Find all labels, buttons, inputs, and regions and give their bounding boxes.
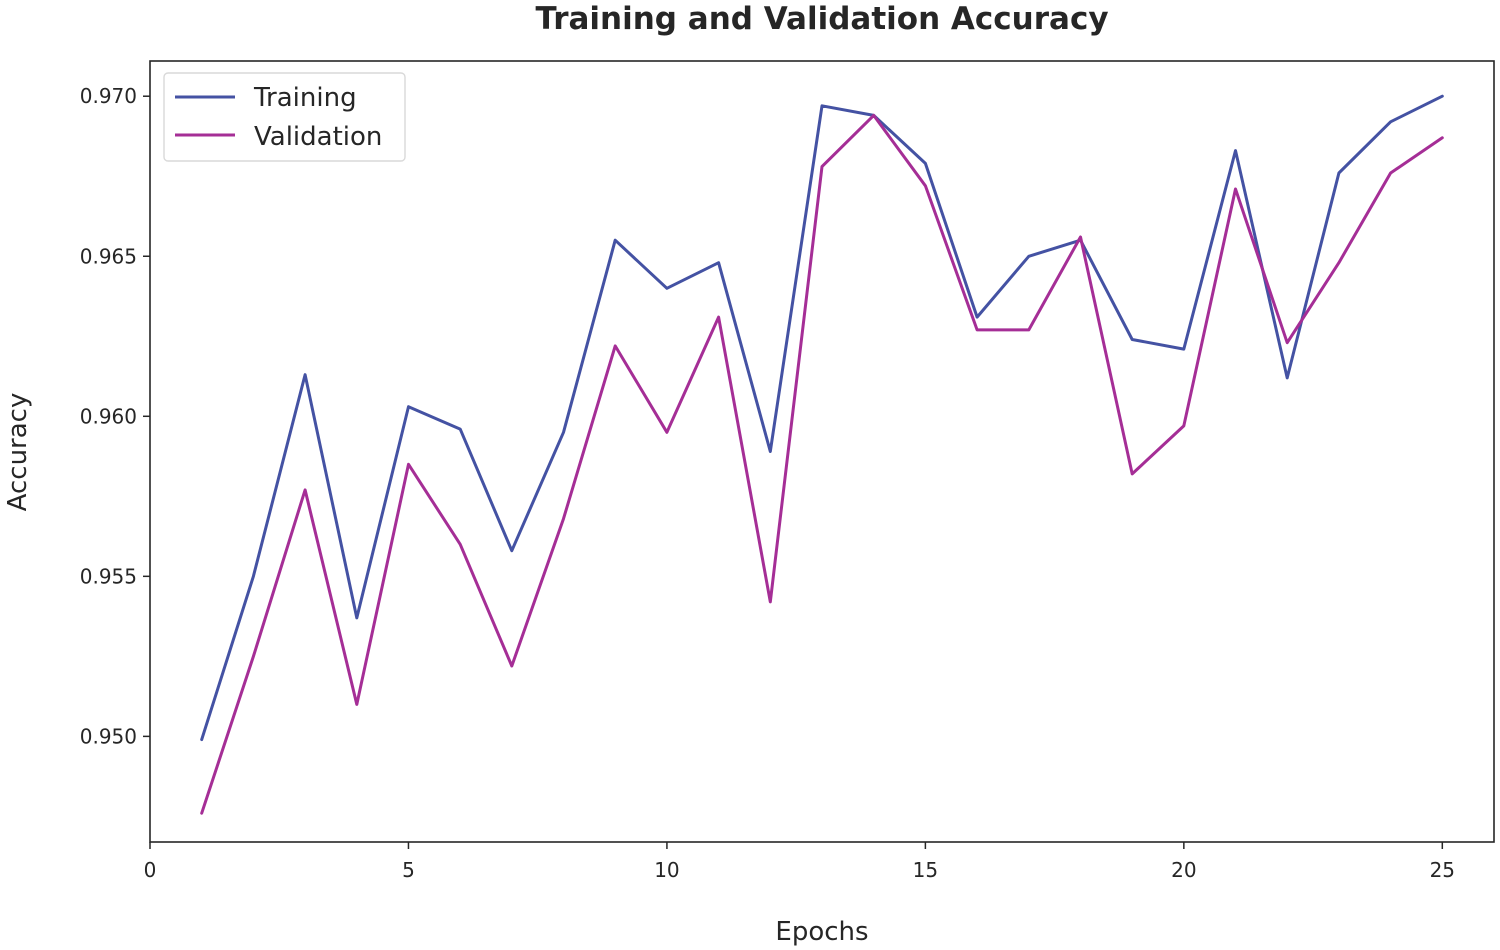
chart-title: Training and Validation Accuracy <box>535 1 1108 37</box>
x-tick-label: 15 <box>913 858 938 882</box>
legend-box <box>163 72 406 162</box>
series-line-validation <box>200 113 1444 815</box>
y-tick-label: 0.955 <box>80 564 137 588</box>
y-axis-label: Accuracy <box>3 393 33 512</box>
x-axis: 0 5 10 15 20 25 <box>144 842 1455 882</box>
series-layer <box>200 94 1444 815</box>
y-tick-label: 0.970 <box>80 84 137 108</box>
x-tick-label: 25 <box>1430 858 1455 882</box>
plot-frame <box>149 60 1495 843</box>
x-tick-label: 5 <box>402 858 415 882</box>
x-axis-label: Epochs <box>775 917 868 947</box>
x-tick-label: 0 <box>144 858 157 882</box>
legend-label-validation: Validation <box>254 122 382 152</box>
y-axis: 0.950 0.955 0.960 0.965 0.970 <box>80 84 150 748</box>
x-tick-label: 20 <box>1171 858 1196 882</box>
y-tick-label: 0.950 <box>80 724 137 748</box>
legend: Training Validation <box>163 72 406 162</box>
x-tick-label: 10 <box>654 858 679 882</box>
series-line-training <box>200 94 1444 742</box>
legend-label-training: Training <box>253 83 357 113</box>
y-tick-label: 0.965 <box>80 244 137 268</box>
y-tick-label: 0.960 <box>80 404 137 428</box>
